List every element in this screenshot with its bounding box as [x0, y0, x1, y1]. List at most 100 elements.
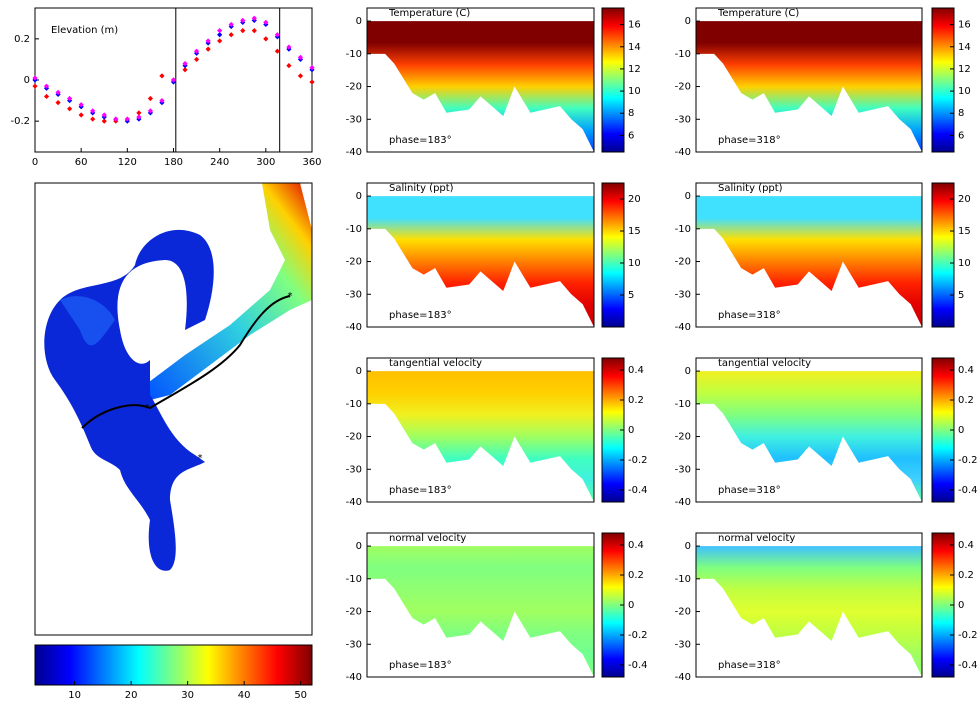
y-tick-label: 0: [356, 191, 362, 202]
data-point: [124, 116, 130, 122]
y-tick-label: -10: [675, 49, 691, 60]
y-tick-label: 0: [356, 541, 362, 552]
y-tick-label: -40: [346, 497, 362, 508]
y-tick-label: -40: [675, 147, 691, 158]
field: [696, 21, 922, 152]
data-point: [263, 19, 269, 25]
colorbar-tick-label: -0.2: [958, 630, 978, 641]
colorbar: [931, 7, 955, 153]
field: [367, 196, 594, 327]
phase-label: phase=318°: [718, 135, 781, 146]
x-tick-label: 240: [210, 157, 229, 168]
x-tick-label: 360: [302, 157, 321, 168]
marker: *: [198, 453, 203, 464]
data-point: [309, 65, 315, 71]
data-point: [159, 73, 165, 79]
colorbar-tick-label: 0: [958, 425, 964, 436]
marker: *: [288, 291, 293, 302]
phase-label: phase=183°: [389, 485, 452, 496]
basin-shallow: [60, 296, 115, 346]
colorbar: [601, 7, 625, 153]
data-point: [55, 100, 61, 106]
colorbar-tick-label: -0.4: [628, 660, 648, 671]
colorbar-tick-label: 8: [628, 108, 634, 119]
colorbar-tick-label: 0.4: [628, 365, 644, 376]
colorbar-tick-label: 14: [628, 42, 641, 53]
colorbar: [931, 182, 955, 328]
colorbar-tick-label: 14: [958, 42, 971, 53]
data-point: [286, 44, 292, 50]
frame: [366, 182, 595, 328]
data-point: [309, 79, 315, 85]
y-tick-label: -40: [346, 322, 362, 333]
frame: [366, 357, 595, 503]
y-tick-label: -10: [675, 399, 691, 410]
field: [696, 546, 922, 677]
data-point: [286, 63, 292, 69]
colorbar-tick-label: 0.2: [958, 570, 974, 581]
colorbar: [34, 644, 313, 686]
data-point: [101, 118, 107, 124]
colorbar-tick-label: 20: [125, 690, 138, 701]
data-point: [32, 75, 38, 81]
data-point: [263, 36, 269, 42]
colorbar-tick-label: 5: [628, 290, 634, 301]
colorbar-tick-label: 0.4: [628, 540, 644, 551]
data-point: [274, 32, 280, 38]
y-tick-label: -10: [675, 574, 691, 585]
phase-label: phase=318°: [718, 660, 781, 671]
data-point: [297, 54, 304, 60]
colorbar-tick-label: 0.2: [958, 395, 974, 406]
y-tick-label: -30: [675, 289, 691, 300]
y-tick-label: -40: [675, 672, 691, 683]
data-point: [193, 56, 200, 63]
y-tick-label: -20: [675, 257, 691, 268]
colorbar-tick-label: 0.4: [958, 365, 974, 376]
field: [367, 546, 594, 677]
colorbar: [601, 182, 625, 328]
data-point: [147, 108, 154, 114]
data-point: [67, 106, 73, 112]
y-tick-label: -10: [675, 224, 691, 235]
y-tick-label: -30: [346, 289, 362, 300]
colorbar-tick-label: -0.4: [958, 660, 978, 671]
data-point: [147, 95, 154, 102]
colorbar-tick-label: 50: [294, 690, 307, 701]
field: [696, 371, 922, 502]
data-point: [136, 114, 142, 120]
frame: [695, 182, 923, 328]
panel-title: Salinity (ppt): [718, 183, 783, 194]
colorbar-tick-label: 15: [958, 226, 971, 237]
data-point: [159, 97, 165, 104]
data-point: [251, 28, 257, 34]
data-point: [32, 83, 38, 89]
colorbar-tick-label: 10: [958, 86, 971, 97]
data-point: [217, 38, 223, 44]
x-tick-label: 60: [75, 157, 88, 168]
field: [367, 21, 594, 152]
frame: [366, 532, 595, 678]
x-tick-label: 120: [118, 157, 137, 168]
colorbar-tick-label: 6: [628, 130, 634, 141]
field: [696, 196, 922, 327]
x-tick-label: 300: [256, 157, 275, 168]
data-point: [113, 116, 119, 122]
frame: [695, 357, 923, 503]
y-tick-label: -10: [346, 49, 362, 60]
colorbar-tick-label: 16: [958, 20, 971, 31]
data-point: [297, 73, 304, 79]
colorbar-tick-label: 10: [628, 86, 641, 97]
data-point: [251, 15, 257, 21]
data-point: [43, 93, 50, 100]
channel: [145, 183, 312, 400]
y-tick-label: -40: [675, 497, 691, 508]
data-point: [78, 102, 84, 108]
y-tick-label: -30: [346, 639, 362, 650]
panel-title: normal velocity: [718, 533, 795, 544]
y-tick-label: -30: [675, 114, 691, 125]
data-point: [136, 110, 142, 116]
colorbar-tick-label: -0.4: [958, 485, 978, 496]
data-point: [55, 89, 61, 95]
y-tick-label: -20: [346, 607, 362, 618]
data-point: [217, 32, 223, 38]
